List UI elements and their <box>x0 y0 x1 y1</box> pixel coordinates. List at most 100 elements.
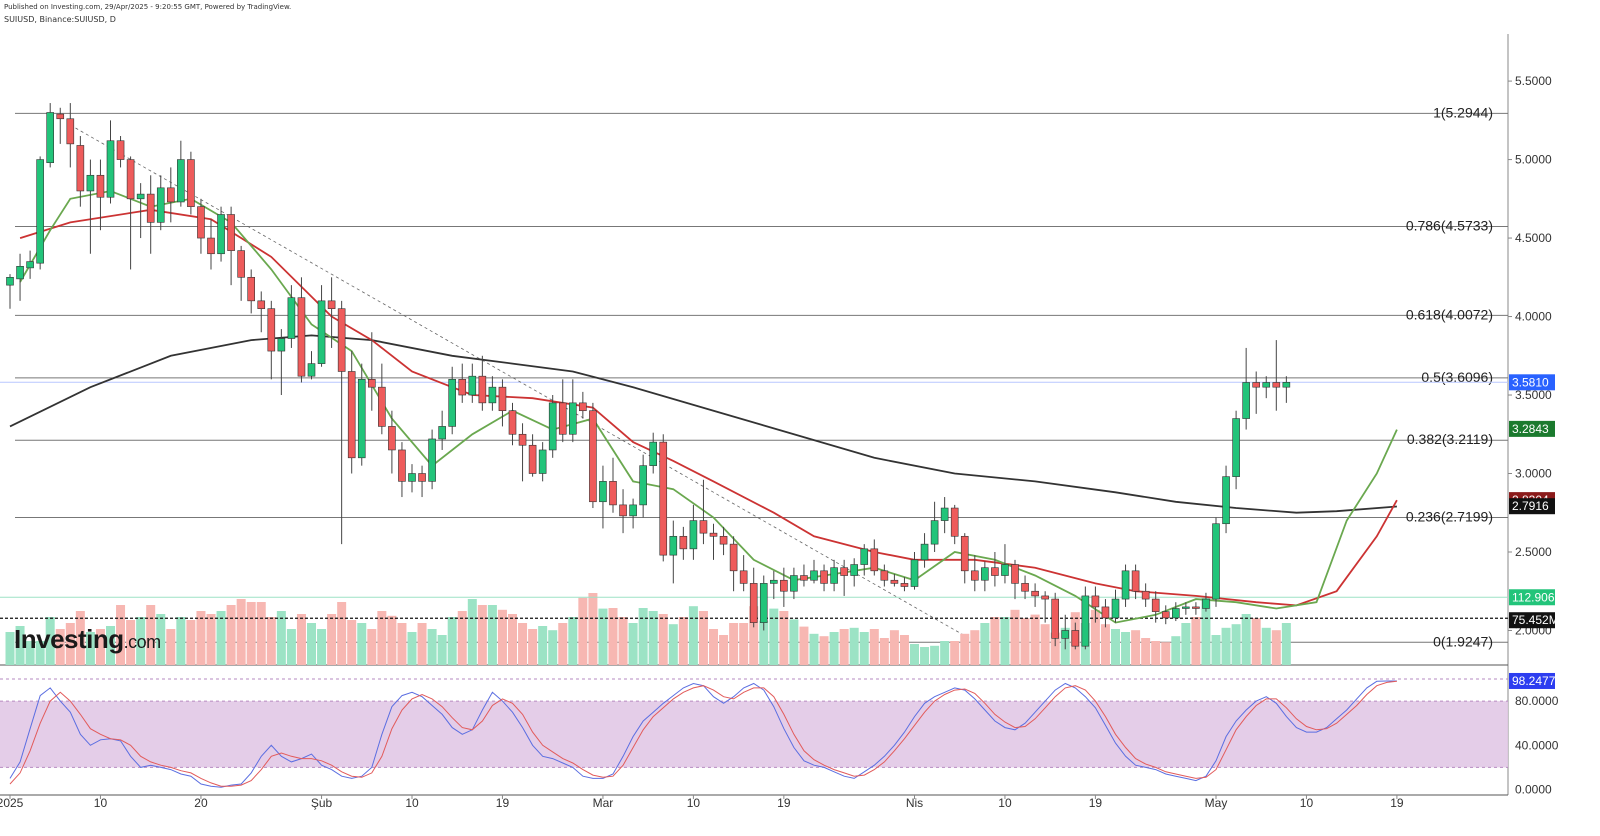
volume-bar <box>930 645 940 665</box>
volume-bar <box>829 632 839 665</box>
candle-body <box>960 535 969 572</box>
price-tick-label: 4.0000 <box>1515 310 1552 324</box>
candle-body <box>26 261 34 269</box>
volume-badge: 75.452M <box>1512 613 1559 627</box>
volume-bar <box>598 608 608 665</box>
candle-body <box>1172 608 1180 619</box>
candle-body <box>1141 590 1150 600</box>
osc-badge-bg <box>1509 672 1555 689</box>
volume-bar <box>648 611 658 665</box>
candle-body <box>16 266 24 280</box>
time-tick-label: 2025 <box>0 796 24 810</box>
volume-bar <box>910 644 919 665</box>
volume-bar <box>548 630 558 665</box>
fib-level-label: 0.786(4.5733) <box>1406 218 1493 234</box>
candle-body <box>378 386 386 427</box>
candle-body <box>679 535 688 550</box>
volume-bar <box>1090 609 1100 665</box>
candle-body <box>116 140 125 160</box>
candle-body <box>347 371 356 459</box>
candle-body <box>1051 598 1059 639</box>
symbol-title: SUIUSD, Binance:SUIUSD, D <box>4 15 116 24</box>
volume-bar <box>698 611 708 665</box>
volume-bar <box>266 617 276 665</box>
candle-body <box>1021 583 1029 592</box>
volume-bar <box>1241 614 1251 665</box>
fib-level-label: 0(1.9247) <box>1433 633 1493 649</box>
candle-body <box>739 570 748 584</box>
candle-body <box>548 402 557 451</box>
price-tick-label: 5.5000 <box>1515 74 1552 88</box>
candle-body <box>880 570 889 581</box>
candle-body <box>217 214 225 255</box>
candle-body <box>830 567 838 584</box>
candle-body <box>538 449 547 474</box>
candle-body <box>1202 598 1210 609</box>
candle-body <box>1131 570 1140 592</box>
candle-body <box>890 579 899 584</box>
candle-body <box>36 159 44 264</box>
volume-bar <box>427 629 437 665</box>
candle-body <box>850 564 859 576</box>
volume-bar <box>839 629 849 665</box>
volume-bar <box>658 614 668 665</box>
volume-bar <box>638 608 648 665</box>
candle-body <box>1192 606 1200 609</box>
candle-body <box>910 559 919 587</box>
volume-bar <box>497 609 507 665</box>
volume-badge-bg <box>1509 612 1555 629</box>
candle-body <box>237 250 245 278</box>
candle-body <box>1001 564 1009 576</box>
candle-body <box>790 575 798 592</box>
volume-bar <box>819 636 829 665</box>
volume-bar <box>1131 630 1141 665</box>
candle-body <box>800 575 808 581</box>
candle-body <box>558 402 567 435</box>
candle-body <box>1222 476 1230 525</box>
candle-body <box>287 297 296 339</box>
candle-body <box>357 379 366 459</box>
candle-body <box>1151 598 1160 612</box>
candle-body <box>518 433 527 446</box>
time-tick-label: 20 <box>194 796 208 810</box>
candle-body <box>46 112 55 164</box>
volume-bar <box>920 647 930 665</box>
volume-bar <box>286 629 296 665</box>
volume-bar <box>1010 609 1020 665</box>
stoch-band <box>0 701 1508 768</box>
volume-bar <box>206 614 216 665</box>
volume-bar <box>457 611 467 665</box>
candle-body <box>900 583 909 587</box>
volume-bar <box>1111 629 1120 665</box>
volume-bar <box>518 623 528 665</box>
volume-bar <box>417 623 427 665</box>
volume-bar <box>196 611 206 665</box>
time-tick-label: May <box>1205 796 1228 810</box>
candle-body <box>227 214 235 251</box>
candle-body <box>277 338 286 352</box>
candle-body <box>66 118 75 145</box>
price-badge-bg <box>1509 420 1555 437</box>
volume-bar <box>477 605 487 665</box>
candle-body <box>388 426 396 451</box>
candle-body <box>1061 630 1070 639</box>
candle-body <box>719 535 728 545</box>
candle-body <box>970 570 979 581</box>
candle-body <box>267 308 276 352</box>
volume-bar <box>879 638 889 665</box>
volume-bar <box>337 602 347 665</box>
volume-bar <box>276 611 286 665</box>
volume-bar <box>116 605 126 665</box>
time-tick-label: 19 <box>496 796 510 810</box>
volume-bar <box>1141 638 1151 665</box>
candle-body <box>247 276 255 302</box>
volume-bar <box>467 599 477 665</box>
volume-bar <box>357 623 367 665</box>
volume-bar <box>719 635 729 665</box>
osc-badge: 98.2477 <box>1512 674 1556 688</box>
volume-bar <box>45 617 55 665</box>
candle-body <box>649 441 658 466</box>
ma-mid-line <box>19 208 1398 607</box>
candle-body <box>1212 523 1220 600</box>
volume-bar <box>849 627 859 665</box>
